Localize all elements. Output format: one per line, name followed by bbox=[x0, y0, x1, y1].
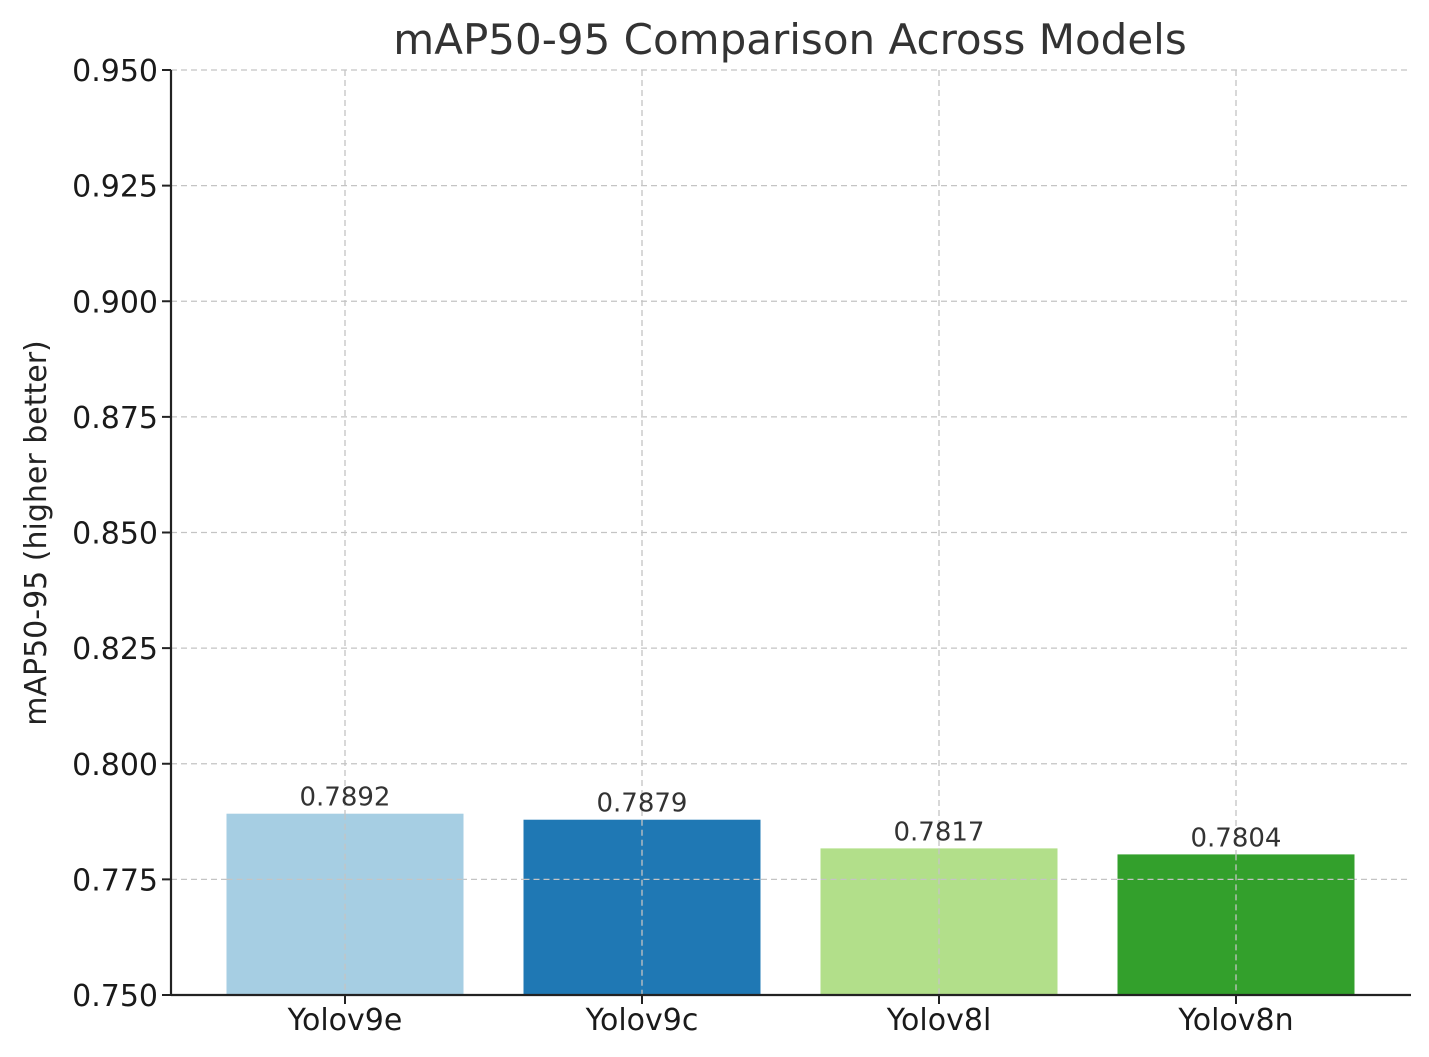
data-label-yolov9c: 0.7879 bbox=[597, 789, 688, 819]
data-label-yolov8n: 0.7804 bbox=[1191, 823, 1282, 853]
chart-title: mAP50-95 Comparison Across Models bbox=[393, 15, 1186, 64]
y-tick-label: 0.875 bbox=[72, 401, 158, 436]
data-label-yolov8l: 0.7817 bbox=[894, 817, 985, 847]
y-tick-label: 0.775 bbox=[72, 863, 158, 898]
x-axis-ticks: Yolov9e Yolov9c Yolov8l Yolov8n bbox=[287, 995, 1294, 1038]
data-labels: 0.7892 0.7879 0.7817 0.7804 bbox=[300, 783, 1282, 854]
y-tick-label: 0.950 bbox=[72, 54, 158, 89]
x-tick-label-yolov9c: Yolov9c bbox=[585, 1003, 699, 1038]
x-tick-label-yolov9e: Yolov9e bbox=[287, 1003, 403, 1038]
x-tick-label-yolov8n: Yolov8n bbox=[1177, 1003, 1293, 1038]
y-tick-label: 0.750 bbox=[72, 979, 158, 1014]
y-axis-label: mAP50-95 (higher better) bbox=[19, 340, 54, 726]
bar-yolov9c bbox=[523, 819, 761, 995]
y-tick-label: 0.900 bbox=[72, 285, 158, 320]
y-tick-label: 0.825 bbox=[72, 632, 158, 667]
y-tick-label: 0.800 bbox=[72, 748, 158, 783]
y-tick-label: 0.850 bbox=[72, 517, 158, 552]
data-label-yolov9e: 0.7892 bbox=[300, 783, 391, 813]
x-tick-label-yolov8l: Yolov8l bbox=[886, 1003, 992, 1038]
y-axis-ticks: 0.750 0.775 0.800 0.825 0.850 0.875 0.900 0.925… bbox=[72, 54, 171, 1014]
y-tick-label: 0.925 bbox=[72, 170, 158, 205]
bars bbox=[226, 813, 1355, 995]
